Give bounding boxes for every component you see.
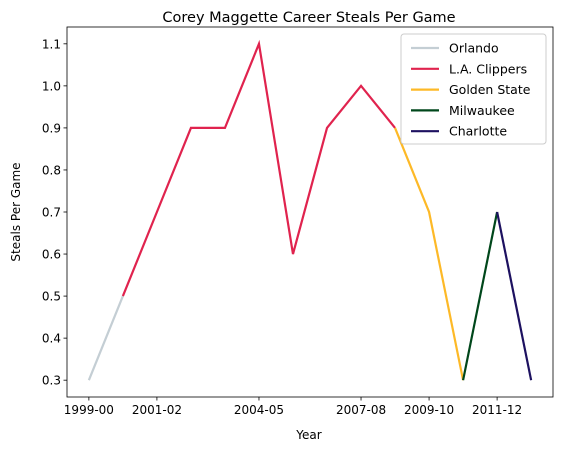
x-tick-label: 2001-02 bbox=[132, 403, 182, 417]
chart-title: Corey Maggette Career Steals Per Game bbox=[162, 10, 455, 26]
y-axis-ticks: 0.3 0.4 0.5 0.6 0.7 0.8 0.9 1.0 1.1 bbox=[42, 37, 67, 388]
series-line-golden-state bbox=[394, 127, 465, 381]
y-tick-label: 0.3 bbox=[42, 374, 61, 388]
x-tick-label: 2009-10 bbox=[404, 403, 454, 417]
legend-box bbox=[400, 33, 547, 145]
x-tick-label: 1999-00 bbox=[64, 403, 114, 417]
legend-label: Orlando bbox=[449, 41, 499, 56]
y-tick-label: 0.9 bbox=[42, 121, 61, 135]
y-tick-label: 0.8 bbox=[42, 163, 61, 177]
y-tick-label: 0.7 bbox=[42, 206, 61, 220]
legend: Orlando L.A. Clippers Golden State Milwauke… bbox=[400, 33, 547, 145]
y-tick-label: 1.1 bbox=[42, 37, 61, 51]
x-tick-label: 2004-05 bbox=[234, 403, 284, 417]
y-tick-label: 0.4 bbox=[42, 332, 61, 346]
series-line-orlando bbox=[87, 295, 124, 381]
y-tick-label: 0.6 bbox=[42, 248, 61, 262]
series-lines bbox=[87, 39, 533, 381]
legend-label: Golden State bbox=[449, 82, 531, 97]
legend-label: L.A. Clippers bbox=[449, 61, 527, 76]
y-tick-label: 1.0 bbox=[42, 79, 61, 93]
y-axis-label: Steals Per Game bbox=[9, 162, 23, 261]
x-tick-label: 2007-08 bbox=[336, 403, 386, 417]
series-line-charlotte bbox=[496, 211, 533, 381]
x-tick-label: 2011-12 bbox=[472, 403, 522, 417]
x-axis-ticks: 1999-00 2001-02 2004-05 2007-08 2009-10 2011-… bbox=[64, 397, 522, 417]
series-line-milwaukee bbox=[462, 211, 499, 381]
x-axis-label: Year bbox=[295, 428, 321, 442]
legend-label: Milwaukee bbox=[449, 103, 515, 118]
y-tick-label: 0.5 bbox=[42, 290, 61, 304]
legend-label: Charlotte bbox=[449, 124, 507, 139]
series-line-l-a-clippers bbox=[121, 39, 396, 297]
